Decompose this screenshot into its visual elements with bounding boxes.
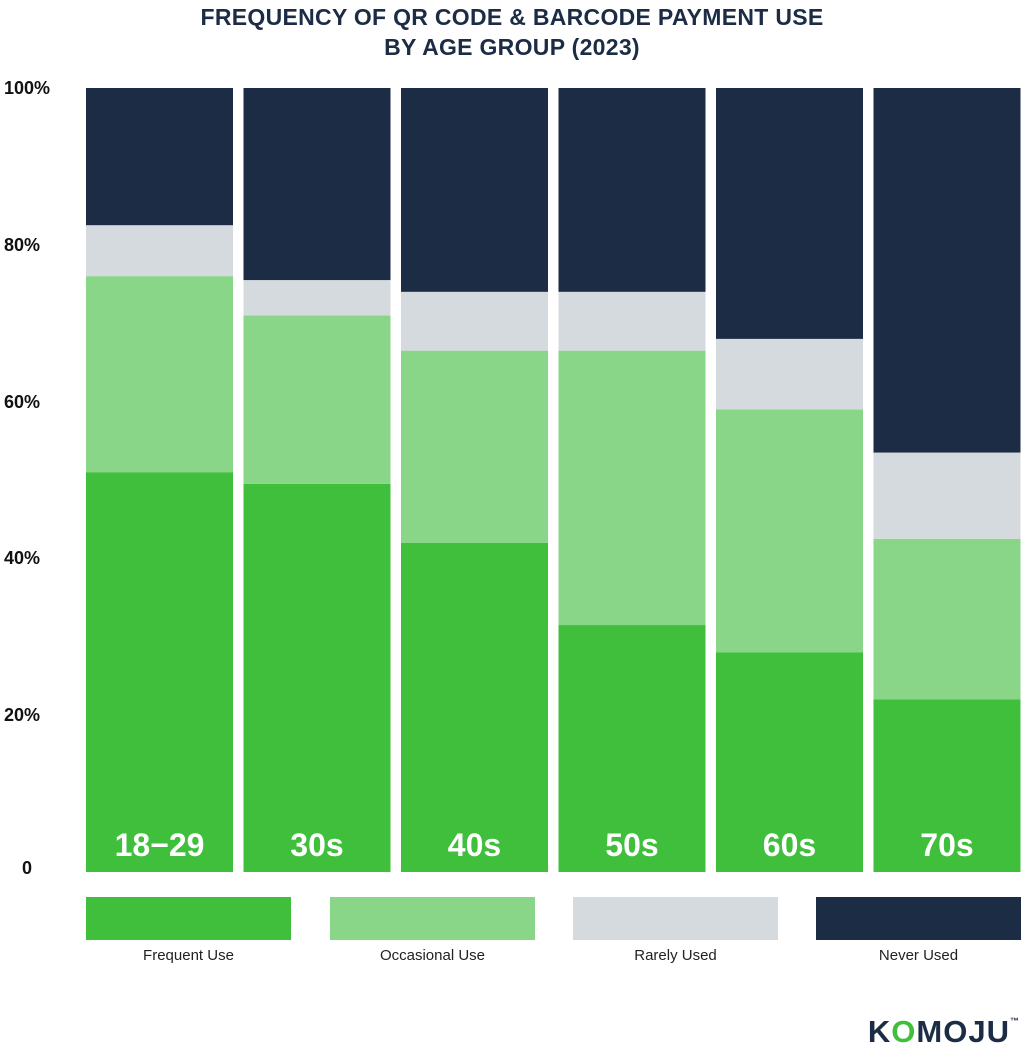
- category-label-4: 60s: [763, 827, 816, 863]
- y-tick-label: 0: [22, 858, 33, 878]
- bar-segment-never-used-4: [716, 88, 863, 339]
- logo-part-1: K: [867, 1014, 892, 1049]
- bar-group-2: 40s: [401, 88, 548, 872]
- bar-segment-never-used-2: [401, 88, 548, 292]
- bar-segment-rarely-used-1: [243, 280, 391, 316]
- bar-group-0: 18−29: [86, 88, 233, 872]
- bar-group-1: 30s: [243, 88, 391, 872]
- logo-part-3: MOJU: [916, 1014, 1010, 1049]
- legend-label: Rarely Used: [634, 947, 717, 964]
- category-label-3: 50s: [605, 827, 658, 863]
- bar-group-5: 70s: [873, 88, 1021, 872]
- category-label-5: 70s: [920, 827, 973, 863]
- bar-segment-frequent-use-1: [243, 483, 391, 872]
- legend-label: Never Used: [878, 947, 959, 964]
- komoju-logo: KOMOJU™: [868, 1014, 1020, 1050]
- legend-label: Frequent Use: [143, 947, 234, 964]
- chart-title-line-1: FREQUENCY OF QR CODE & BARCODE PAYMENT U…: [200, 4, 824, 30]
- bar-segment-never-used-0: [86, 88, 233, 226]
- y-tick-label: 20%: [4, 705, 41, 726]
- bar-segment-rarely-used-4: [716, 338, 863, 410]
- bar-segment-frequent-use-3: [558, 625, 706, 872]
- bar-group-4: 60s: [716, 88, 863, 872]
- legend-label: Occasional Use: [379, 947, 486, 964]
- bar-segment-occasional-use-5: [873, 538, 1021, 700]
- bar-group-3: 50s: [558, 88, 706, 872]
- bar-segment-rarely-used-5: [873, 452, 1021, 539]
- logo-trademark: ™: [1010, 1016, 1020, 1026]
- bar-segment-rarely-used-0: [86, 225, 233, 277]
- bar-segment-frequent-use-5: [873, 699, 1021, 872]
- bar-segment-occasional-use-1: [243, 315, 391, 484]
- bar-segment-frequent-use-4: [716, 652, 863, 872]
- y-tick-label: 80%: [4, 234, 41, 255]
- bar-segment-occasional-use-3: [558, 350, 706, 626]
- legend-swatch-rarely-used: [573, 897, 778, 940]
- bar-segment-rarely-used-2: [401, 291, 548, 351]
- y-tick-label: 40%: [4, 548, 41, 569]
- chart-title-line-2: BY AGE GROUP (2023): [384, 34, 640, 60]
- legend-swatch-never-used: [816, 897, 1021, 940]
- bar-segment-rarely-used-3: [558, 291, 706, 351]
- logo-part-2: O: [891, 1014, 917, 1049]
- bar-segment-occasional-use-0: [86, 276, 233, 473]
- y-tick-label: 60%: [4, 391, 41, 412]
- bar-segment-occasional-use-2: [401, 350, 548, 543]
- bar-segment-frequent-use-0: [86, 472, 233, 872]
- bar-segment-frequent-use-2: [401, 542, 548, 872]
- bar-segment-never-used-1: [243, 88, 391, 281]
- y-tick-label: 100%: [4, 78, 51, 98]
- bar-segment-never-used-5: [873, 88, 1021, 453]
- category-label-0: 18−29: [115, 827, 205, 863]
- chart-title: FREQUENCY OF QR CODE & BARCODE PAYMENT U…: [0, 2, 1024, 62]
- legend-swatch-frequent-use: [86, 897, 291, 940]
- bar-segment-never-used-3: [558, 88, 706, 292]
- legend-swatch-occasional-use: [330, 897, 535, 940]
- category-label-2: 40s: [448, 827, 501, 863]
- bar-segment-occasional-use-4: [716, 409, 863, 653]
- stacked-bar-chart: 18−29 30s 40s 50s 60s 70s: [86, 88, 1021, 872]
- category-label-1: 30s: [290, 827, 343, 863]
